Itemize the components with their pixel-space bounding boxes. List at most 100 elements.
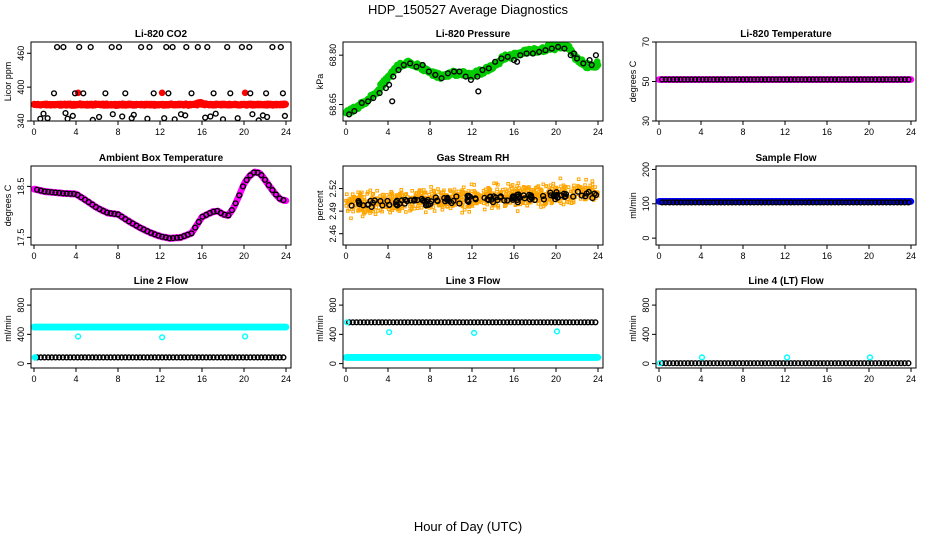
data-point — [169, 43, 176, 51]
data-point — [261, 354, 269, 361]
x-tick-label: 24 — [906, 127, 916, 137]
data-point — [561, 45, 568, 52]
data-point — [853, 199, 861, 206]
data-point — [210, 354, 217, 361]
data-point — [732, 199, 739, 206]
data-point — [151, 354, 158, 361]
data-point — [45, 354, 52, 361]
data-point — [356, 207, 361, 212]
data-point — [225, 212, 232, 219]
y-tick-label: 460 — [16, 46, 26, 61]
data-point — [432, 194, 439, 201]
data-point — [456, 200, 463, 207]
data-point — [857, 76, 864, 83]
data-point — [399, 188, 404, 192]
data-point — [400, 61, 407, 69]
y-tick-label: 400 — [16, 80, 26, 95]
data-point — [541, 182, 546, 187]
data-point — [228, 354, 236, 361]
data-point — [351, 209, 355, 214]
data-point — [62, 109, 69, 117]
x-tick-label: 8 — [740, 251, 745, 261]
data-point — [452, 187, 457, 192]
data-point — [158, 89, 166, 97]
data-point — [166, 354, 173, 361]
data-point — [159, 334, 166, 341]
data-point — [60, 43, 67, 51]
data-point — [436, 187, 440, 191]
data-point — [349, 216, 353, 221]
data-point — [474, 73, 481, 80]
data-point — [585, 188, 592, 196]
data-point — [557, 192, 565, 199]
data-point — [393, 201, 400, 208]
data-point — [813, 76, 820, 83]
data-point — [677, 76, 684, 83]
data-point — [95, 113, 103, 121]
data-point — [192, 224, 199, 231]
data-point — [69, 112, 76, 120]
data-point — [161, 115, 168, 121]
data-point — [783, 76, 791, 83]
data-point — [868, 76, 875, 83]
data-point — [281, 112, 289, 120]
data-point — [78, 354, 85, 361]
data-point — [484, 196, 491, 203]
x-tick-label: 0 — [31, 127, 36, 137]
data-point — [783, 199, 791, 206]
data-point — [894, 199, 901, 206]
panel-title: Li-820 Temperature — [740, 29, 832, 40]
data-point — [140, 354, 147, 361]
data-point — [536, 202, 541, 206]
data-point — [249, 111, 256, 118]
data-point — [415, 204, 420, 209]
data-point — [261, 176, 269, 183]
data-point — [470, 204, 475, 208]
data-point — [894, 76, 901, 83]
data-point — [431, 205, 436, 209]
data-point — [550, 193, 557, 200]
data-point — [543, 202, 548, 206]
data-point — [56, 354, 63, 361]
data-point — [554, 43, 562, 51]
data-point — [515, 209, 520, 213]
data-point — [769, 199, 776, 206]
data-point — [348, 202, 355, 209]
data-point — [241, 89, 249, 97]
data-point — [41, 188, 48, 195]
data-point — [48, 189, 55, 196]
data-point — [415, 206, 420, 210]
data-point — [673, 76, 681, 83]
data-point — [780, 76, 787, 83]
data-point — [59, 190, 67, 197]
data-point — [366, 190, 370, 194]
data-point — [835, 199, 842, 206]
data-point — [725, 199, 732, 206]
data-point — [772, 199, 780, 206]
x-tick-label: 24 — [906, 251, 916, 261]
data-point — [872, 199, 879, 206]
data-point — [805, 76, 813, 83]
data-point — [466, 193, 474, 200]
data-point — [362, 195, 367, 199]
data-point — [573, 55, 581, 62]
data-point — [539, 205, 543, 209]
data-point — [40, 110, 47, 117]
data-point — [419, 61, 426, 69]
data-point — [424, 210, 428, 215]
data-point — [548, 45, 555, 52]
data-point — [269, 43, 276, 51]
data-point — [203, 354, 210, 361]
data-point — [395, 66, 402, 74]
data-point — [259, 112, 267, 119]
data-point — [166, 235, 173, 242]
plot-frame — [30, 41, 292, 122]
data-point — [429, 185, 433, 189]
x-tick-label: 8 — [115, 127, 120, 137]
data-point — [776, 199, 783, 206]
data-point — [465, 192, 473, 199]
data-point — [122, 90, 129, 97]
data-point — [466, 189, 471, 193]
